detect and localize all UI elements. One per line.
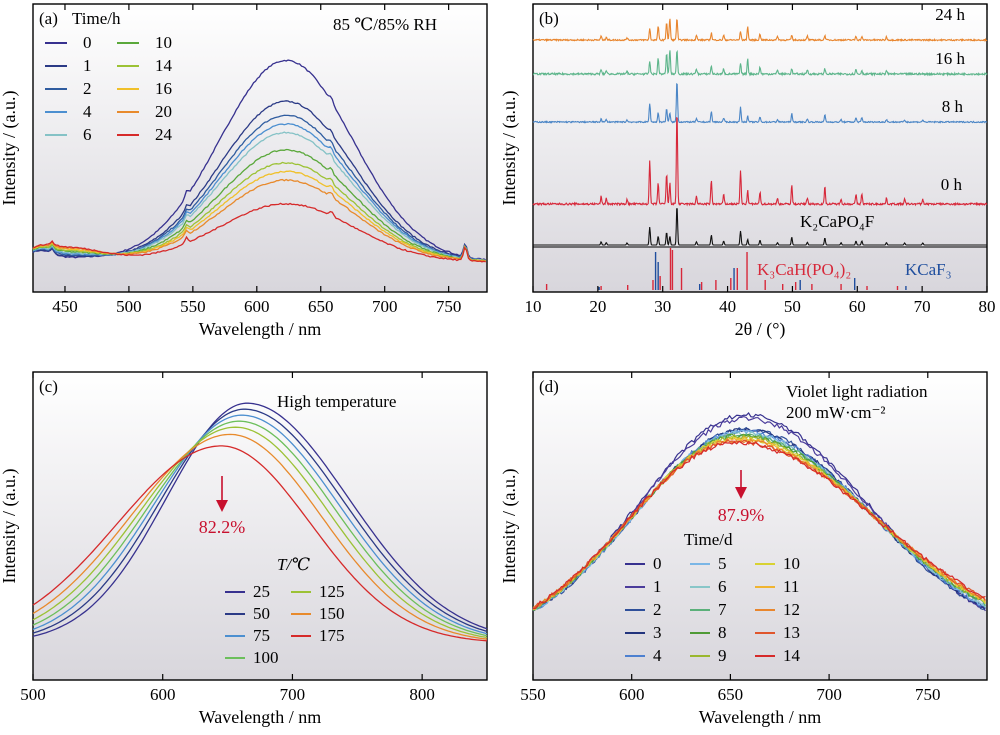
x-axis-label: Wavelength / nm (199, 319, 322, 339)
x-tick-label: 650 (718, 685, 744, 704)
legend-label: 5 (718, 554, 727, 573)
legend-title: Time/h (72, 9, 121, 28)
y-axis-label: Intensity / (a.u.) (499, 469, 520, 584)
legend-label: 10 (155, 33, 172, 52)
panel-label: (a) (39, 9, 58, 28)
x-tick-label: 600 (244, 297, 270, 316)
condition-annotation: 85 ℃/85% RH (333, 15, 437, 34)
legend-label: 24 (155, 125, 173, 144)
x-tick-label: 600 (619, 685, 645, 704)
x-tick-label: 50 (784, 297, 801, 316)
pattern-label: 8 h (942, 97, 964, 116)
x-tick-label: 60 (849, 297, 866, 316)
legend-label: 8 (718, 623, 727, 642)
x-tick-label: 500 (20, 685, 46, 704)
legend-label: 6 (718, 577, 727, 596)
legend-label: 12 (783, 600, 800, 619)
plot-background (533, 4, 987, 292)
legend-label: 14 (783, 646, 801, 665)
x-tick-label: 600 (150, 685, 176, 704)
panel-a: 450 500 550 600 650 700 750 Wavelength / nm Inte… (0, 4, 487, 339)
x-tick-label: 500 (116, 297, 142, 316)
legend-label: 1 (83, 56, 92, 75)
panel-b: 10 20 30 40 50 60 70 80 2θ / (°) Intensity / (a.u… (499, 4, 996, 340)
retention-label: 82.2% (199, 517, 246, 537)
legend-label: 2 (653, 600, 662, 619)
legend-label: 175 (319, 626, 345, 645)
y-axis-label: Intensity / (a.u.) (499, 91, 520, 206)
legend-label: 2 (83, 79, 92, 98)
x-tick-label: 40 (719, 297, 736, 316)
x-tick-label: 550 (520, 685, 546, 704)
condition-annotation: Violet light radiation (786, 382, 928, 401)
legend-label: 0 (83, 33, 92, 52)
legend-label: 50 (253, 604, 270, 623)
legend-label: 16 (155, 79, 172, 98)
x-axis-label: Wavelength / nm (199, 707, 322, 727)
legend-label: 11 (783, 577, 799, 596)
legend-label: 20 (155, 102, 172, 121)
y-axis-label: Intensity / (a.u.) (0, 469, 20, 584)
x-tick-label: 80 (979, 297, 996, 316)
retention-label: 87.9% (718, 505, 765, 525)
phase-label: K₂CaPO₄F (800, 212, 874, 231)
x-tick-label: 700 (816, 685, 842, 704)
legend-label: 10 (783, 554, 800, 573)
x-tick-label: 10 (525, 297, 542, 316)
reference-label: KCaF₃ (905, 260, 952, 279)
legend-label: 100 (253, 648, 279, 667)
legend-label: 0 (653, 554, 662, 573)
legend-label: 3 (653, 623, 662, 642)
legend-label: 6 (83, 125, 92, 144)
figure-canvas: 450 500 550 600 650 700 750Wavelength / nmInte… (0, 0, 1000, 735)
legend-title: T/℃ (277, 555, 310, 574)
x-tick-label: 750 (436, 297, 462, 316)
legend-label: 14 (155, 56, 173, 75)
legend-label: 4 (653, 646, 662, 665)
x-axis-label: Wavelength / nm (699, 707, 822, 727)
x-axis-label: 2θ / (°) (735, 319, 786, 340)
reference-label: K₃CaH(PO₄)₂ (757, 260, 851, 279)
legend-label: 125 (319, 582, 345, 601)
panel-label: (c) (39, 377, 58, 396)
x-tick-label: 450 (52, 297, 78, 316)
legend-label: 1 (653, 577, 662, 596)
panel-label: (d) (539, 377, 559, 396)
condition-annotation-2: 200 mW·cm⁻² (786, 403, 886, 422)
condition-annotation: High temperature (277, 392, 396, 411)
legend-label: 4 (83, 102, 92, 121)
x-tick-label: 700 (372, 297, 398, 316)
x-tick-label: 550 (180, 297, 206, 316)
legend-label: 7 (718, 600, 727, 619)
legend-label: 13 (783, 623, 800, 642)
x-tick-label: 30 (654, 297, 671, 316)
x-tick-label: 800 (409, 685, 435, 704)
pattern-label: 16 h (935, 49, 965, 68)
x-tick-label: 20 (589, 297, 606, 316)
x-tick-label: 700 (280, 685, 306, 704)
legend-title: Time/d (684, 530, 733, 549)
x-tick-label: 750 (915, 685, 941, 704)
panel-c: 500 600 700 800 Wavelength / nm Intensity / (… (0, 372, 487, 727)
legend-label: 150 (319, 604, 345, 623)
legend-label: 25 (253, 582, 270, 601)
pattern-label: 24 h (935, 5, 965, 24)
y-axis-label: Intensity / (a.u.) (0, 91, 20, 206)
x-tick-label: 70 (914, 297, 931, 316)
legend-label: 9 (718, 646, 727, 665)
pattern-label: 0 h (941, 175, 963, 194)
x-tick-label: 650 (308, 297, 334, 316)
legend-label: 75 (253, 626, 270, 645)
panel-label: (b) (539, 9, 559, 28)
